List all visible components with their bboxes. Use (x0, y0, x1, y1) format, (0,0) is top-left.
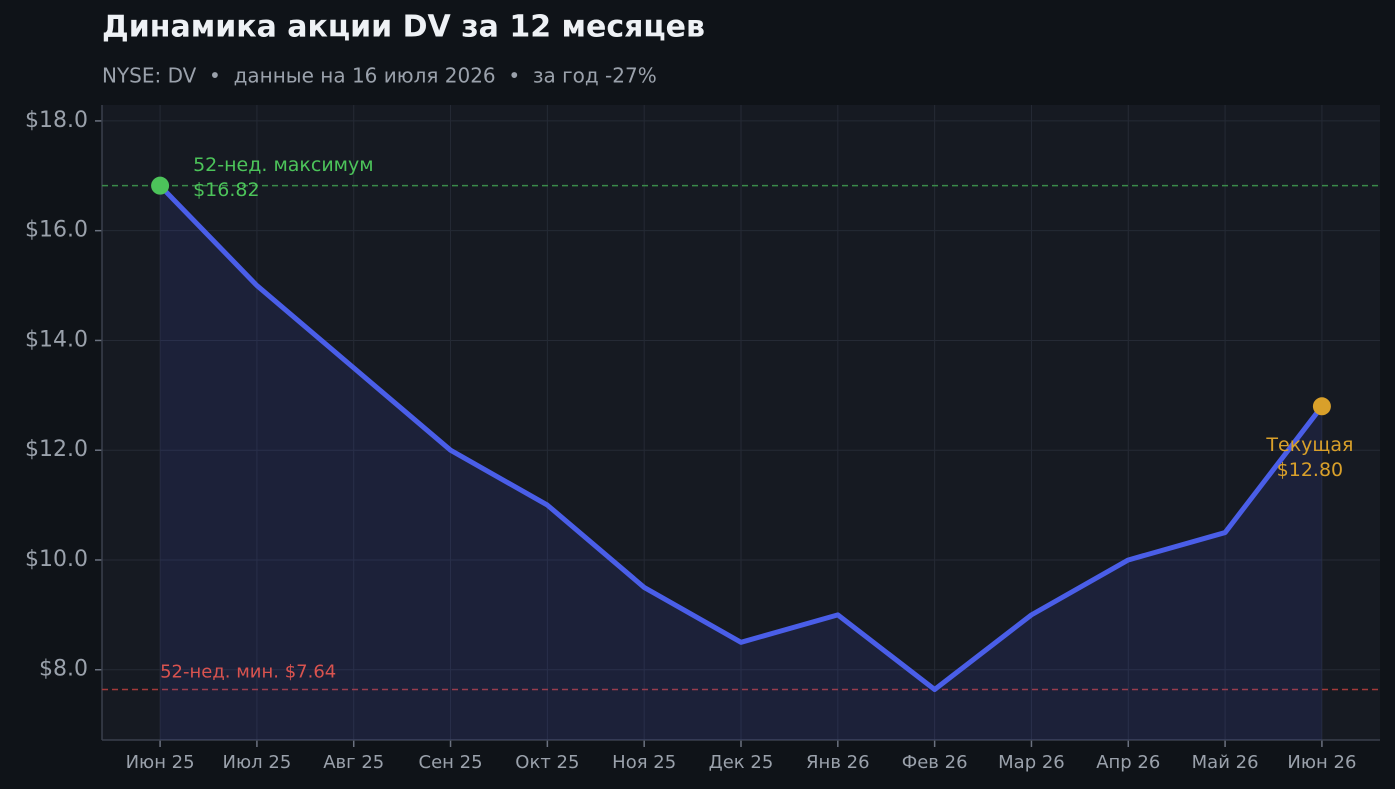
annotation: 52-нед. максимум (193, 154, 374, 176)
end-marker (1312, 397, 1331, 416)
annotation: Текущая (1265, 434, 1353, 456)
annotation: 52-нед. мин. $7.64 (160, 662, 336, 683)
line (158, 183, 1324, 693)
x-tick-label: Ноя 25 (612, 752, 676, 773)
y-tick-label: $14.0 (25, 327, 88, 352)
x-tick-label: Апр 26 (1096, 752, 1160, 773)
x-tick-label: Янв 26 (806, 752, 870, 773)
chart-title: Динамика акции DV за 12 месяцев (102, 10, 705, 45)
annotation: $16.82 (193, 179, 259, 201)
x-tick-label: Мар 26 (998, 752, 1065, 773)
y-tick-label: $18.0 (25, 108, 88, 133)
chart-subtitle: NYSE: DV • данные на 16 июля 2026 • за г… (102, 64, 657, 88)
x-tick-label: Дек 25 (709, 752, 774, 773)
x-tick-label: Сен 25 (419, 752, 483, 773)
y-tick-label: $16.0 (25, 218, 88, 243)
x-tick-label: Июн 26 (1287, 752, 1356, 773)
x-tick-label: Июл 25 (223, 752, 292, 773)
annotation: $12.80 (1277, 459, 1343, 481)
x-tick-label: Июн 25 (126, 752, 195, 773)
y-tick-label: $10.0 (25, 547, 88, 572)
area (160, 185, 1322, 741)
x-tick-label: Авг 25 (323, 752, 384, 773)
start-marker (151, 176, 170, 195)
x-tick-label: Май 26 (1192, 752, 1259, 773)
x-tick-label: Фев 26 (902, 752, 968, 773)
y-tick-label: $12.0 (25, 437, 88, 462)
y-tick-label: $8.0 (39, 657, 88, 682)
x-tick-label: Окт 25 (515, 752, 579, 773)
